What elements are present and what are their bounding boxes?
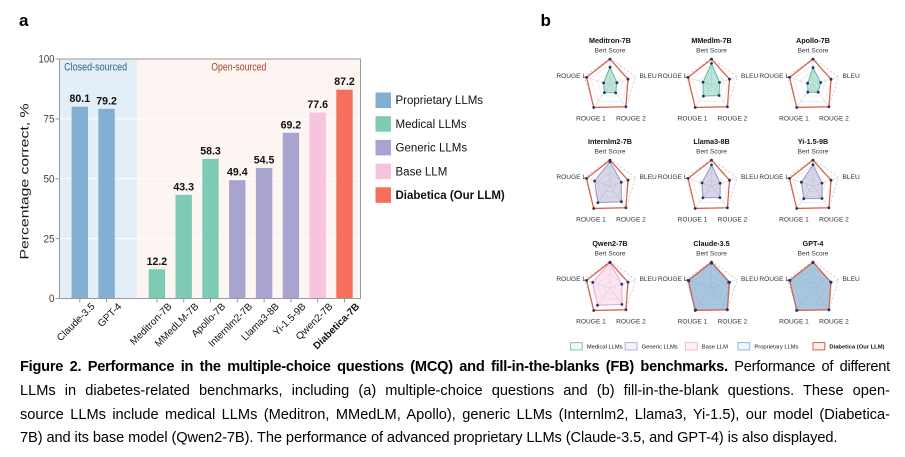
- svg-text:ROUGE 1: ROUGE 1: [779, 217, 809, 224]
- svg-text:BLEU: BLEU: [640, 276, 657, 283]
- svg-text:ROUGE 2: ROUGE 2: [718, 116, 748, 123]
- svg-text:BLEU: BLEU: [843, 276, 860, 283]
- svg-text:Base LLM: Base LLM: [396, 166, 448, 178]
- svg-text:ROUGE 2: ROUGE 2: [718, 217, 748, 224]
- svg-text:ROUGE 1: ROUGE 1: [576, 217, 606, 224]
- svg-text:ROUGE 1: ROUGE 1: [779, 319, 809, 326]
- svg-text:Bert Score: Bert Score: [696, 149, 727, 156]
- svg-text:75: 75: [44, 114, 55, 126]
- svg-text:ROUGE 1: ROUGE 1: [678, 116, 708, 123]
- svg-text:Generic LLMs: Generic LLMs: [642, 345, 678, 351]
- svg-text:Proprietary LLMs: Proprietary LLMs: [396, 95, 484, 107]
- svg-text:ROUGE 2: ROUGE 2: [616, 217, 646, 224]
- svg-text:Bert Score: Bert Score: [595, 48, 626, 55]
- svg-text:ROUGE L: ROUGE L: [556, 174, 586, 181]
- svg-text:Diabetica (Our LLM): Diabetica (Our LLM): [829, 345, 884, 351]
- svg-text:Bert Score: Bert Score: [696, 48, 727, 55]
- svg-text:69.2: 69.2: [281, 119, 302, 131]
- svg-text:ROUGE 2: ROUGE 2: [819, 319, 849, 326]
- svg-text:ROUGE 2: ROUGE 2: [819, 217, 849, 224]
- svg-text:ROUGE 1: ROUGE 1: [576, 116, 606, 123]
- svg-text:Claude-3.5: Claude-3.5: [55, 301, 98, 344]
- svg-text:GPT-4: GPT-4: [96, 301, 125, 330]
- svg-text:Llama3-8B: Llama3-8B: [693, 137, 729, 146]
- svg-text:54.5: 54.5: [254, 155, 275, 167]
- svg-text:25: 25: [44, 233, 55, 245]
- svg-text:ROUGE 1: ROUGE 1: [576, 319, 606, 326]
- svg-text:ROUGE L: ROUGE L: [759, 174, 789, 181]
- svg-text:Generic LLMs: Generic LLMs: [396, 143, 468, 155]
- svg-text:Internlm2-7B: Internlm2-7B: [588, 137, 632, 146]
- svg-text:BLEU: BLEU: [741, 276, 758, 283]
- svg-text:100: 100: [39, 54, 55, 66]
- svg-text:58.3: 58.3: [200, 145, 221, 157]
- svg-text:ROUGE L: ROUGE L: [556, 73, 586, 80]
- svg-text:50: 50: [44, 173, 55, 185]
- svg-text:Open-sourced: Open-sourced: [211, 62, 266, 74]
- svg-text:Qwen2-7B: Qwen2-7B: [592, 239, 627, 248]
- svg-text:Apollo-7B: Apollo-7B: [796, 36, 830, 45]
- svg-text:80.1: 80.1: [69, 93, 90, 105]
- svg-text:79.2: 79.2: [96, 95, 117, 107]
- svg-text:Base LLM: Base LLM: [702, 345, 728, 351]
- svg-text:Meditron-7B: Meditron-7B: [589, 36, 631, 45]
- svg-text:ROUGE 2: ROUGE 2: [616, 116, 646, 123]
- svg-text:Proprietary LLMs: Proprietary LLMs: [754, 345, 798, 351]
- svg-text:Yi-1.5-9B: Yi-1.5-9B: [798, 137, 829, 146]
- svg-text:BLEU: BLEU: [741, 73, 758, 80]
- svg-text:ROUGE 2: ROUGE 2: [616, 319, 646, 326]
- svg-text:ROUGE L: ROUGE L: [556, 276, 586, 283]
- svg-text:MMedlm-7B: MMedlm-7B: [691, 36, 731, 45]
- svg-text:Bert Score: Bert Score: [595, 149, 626, 156]
- svg-text:Diabetica (Our LLM): Diabetica (Our LLM): [396, 190, 505, 202]
- svg-text:Bert Score: Bert Score: [798, 251, 829, 258]
- svg-text:Medical LLMs: Medical LLMs: [396, 119, 467, 131]
- svg-text:ROUGE 1: ROUGE 1: [678, 217, 708, 224]
- svg-text:ROUGE L: ROUGE L: [658, 73, 688, 80]
- svg-text:0: 0: [49, 293, 55, 305]
- svg-text:43.3: 43.3: [173, 181, 194, 193]
- svg-text:Bert Score: Bert Score: [595, 251, 626, 258]
- svg-text:Medical LLMs: Medical LLMs: [587, 345, 623, 351]
- svg-text:BLEU: BLEU: [843, 73, 860, 80]
- svg-text:Closed-sourced: Closed-sourced: [64, 62, 127, 74]
- svg-text:Percentage correct, %: Percentage correct, %: [18, 103, 32, 259]
- svg-text:BLEU: BLEU: [640, 174, 657, 181]
- svg-text:ROUGE 2: ROUGE 2: [819, 116, 849, 123]
- svg-text:12.2: 12.2: [147, 256, 168, 268]
- svg-text:ROUGE 1: ROUGE 1: [779, 116, 809, 123]
- svg-text:ROUGE L: ROUGE L: [759, 276, 789, 283]
- svg-text:BLEU: BLEU: [640, 73, 657, 80]
- svg-text:ROUGE L: ROUGE L: [658, 276, 688, 283]
- svg-text:49.4: 49.4: [227, 167, 248, 179]
- svg-text:BLEU: BLEU: [843, 174, 860, 181]
- svg-text:ROUGE 1: ROUGE 1: [678, 319, 708, 326]
- svg-text:Bert Score: Bert Score: [798, 149, 829, 156]
- svg-text:77.6: 77.6: [307, 99, 328, 111]
- svg-text:BLEU: BLEU: [741, 174, 758, 181]
- svg-text:Claude-3.5: Claude-3.5: [693, 239, 729, 248]
- svg-text:87.2: 87.2: [334, 76, 355, 88]
- svg-text:ROUGE L: ROUGE L: [658, 174, 688, 181]
- svg-text:GPT-4: GPT-4: [803, 239, 824, 248]
- svg-text:Bert Score: Bert Score: [696, 251, 727, 258]
- svg-text:Bert Score: Bert Score: [798, 48, 829, 55]
- svg-text:ROUGE L: ROUGE L: [759, 73, 789, 80]
- svg-text:ROUGE 2: ROUGE 2: [718, 319, 748, 326]
